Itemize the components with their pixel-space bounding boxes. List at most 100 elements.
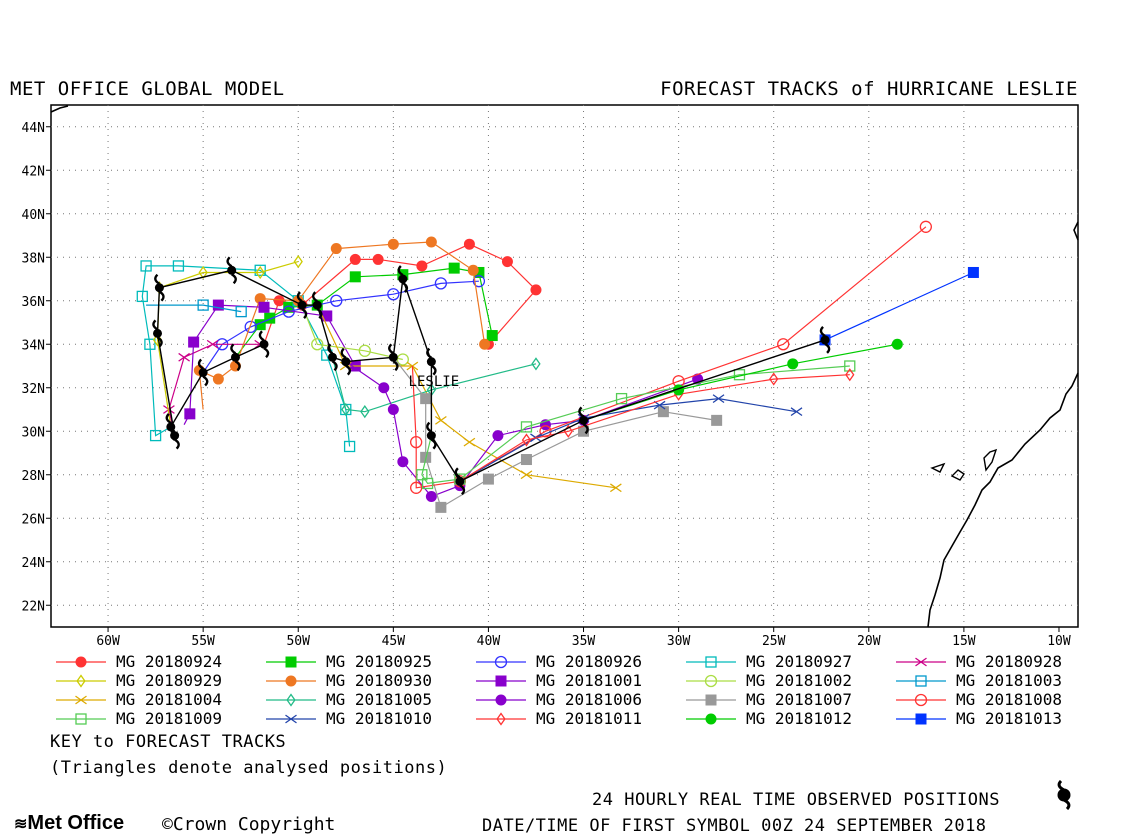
track-point: [486, 330, 498, 342]
legend-symbol: [915, 657, 927, 667]
forecast-track-series: [136, 260, 356, 453]
legend-symbol: [705, 713, 717, 725]
legend-symbol: [914, 693, 928, 707]
track-point: [378, 382, 390, 394]
hurricane-symbol-icon: [426, 421, 437, 450]
canary-island: [983, 448, 998, 472]
forecast-track-series: [193, 236, 491, 410]
forecast-track-line: [459, 374, 850, 482]
track-point: [777, 338, 790, 351]
legend-marker: [476, 694, 526, 706]
legend-symbol: [75, 656, 87, 668]
legend-symbol: [285, 714, 297, 724]
hurricane-symbol-icon: [311, 291, 323, 319]
hurricane-symbol-icon: [1057, 780, 1071, 810]
track-point: [235, 305, 247, 318]
track-point: [293, 254, 303, 269]
hurricane-symbol-icon: [454, 467, 466, 496]
key-note: (Triangles denote analysed positions): [50, 758, 448, 778]
track-point: [311, 338, 324, 351]
track-point: [330, 294, 343, 307]
track-point: [416, 469, 428, 481]
track-point: [463, 238, 475, 250]
track-point: [212, 299, 224, 311]
track-point: [479, 338, 491, 350]
track-point: [482, 473, 494, 485]
track-point: [416, 260, 428, 272]
legend-symbol: [705, 656, 717, 668]
track-point: [473, 266, 485, 278]
x-tick-label: 45W: [382, 634, 406, 649]
legend-marker: [266, 656, 316, 668]
track-point: [406, 361, 419, 371]
legend-marker: [56, 695, 106, 705]
track-point: [657, 406, 669, 418]
hurricane-symbol-icon: [154, 273, 165, 302]
track-point: [712, 394, 725, 404]
track-point: [255, 265, 265, 280]
legend-label: MG 20181003: [956, 671, 1062, 690]
y-tick-label: 32N: [22, 382, 45, 397]
legend-marker: [476, 655, 526, 669]
y-tick-label: 28N: [22, 469, 45, 484]
hurricane-symbol-icon: [197, 358, 209, 387]
track-point: [387, 238, 399, 250]
legend-marker: [896, 675, 946, 687]
track-point: [349, 253, 361, 265]
track-point: [397, 456, 409, 468]
legend-symbol: [915, 713, 927, 725]
forecast-track-line: [141, 265, 351, 447]
track-point: [463, 437, 476, 447]
track-point: [264, 312, 276, 324]
legend-symbol: [496, 712, 506, 726]
track-point: [206, 339, 219, 349]
track-point: [198, 265, 208, 280]
legend-label: MG 20180926: [536, 652, 642, 671]
legend-label: MG 20180924: [116, 652, 222, 671]
track-point: [360, 405, 370, 419]
track-point: [197, 299, 209, 311]
legend-symbol: [286, 693, 296, 707]
y-tick-label: 44N: [22, 121, 45, 136]
forecast-track-line: [459, 397, 797, 482]
legend-symbol: [495, 694, 507, 706]
track-point: [330, 243, 342, 255]
track-point: [520, 421, 533, 433]
legend-marker: [476, 675, 526, 687]
x-tick-label: 40W: [477, 634, 501, 649]
track-point: [144, 338, 156, 350]
track-point: [343, 440, 356, 453]
hurricane-symbol-icon: [819, 326, 831, 354]
observed-track: [152, 256, 831, 496]
track-point: [790, 407, 803, 417]
model-title: MET OFFICE GLOBAL MODEL: [10, 78, 285, 100]
track-point: [349, 271, 361, 283]
legend-symbol: [494, 655, 508, 669]
copyright-text: Crown Copyright: [172, 814, 336, 835]
legend-symbol: [285, 675, 297, 687]
track-point: [410, 481, 423, 494]
track-point: [520, 454, 532, 466]
hurricane-symbol-icon: [388, 343, 399, 372]
date-note: DATE/TIME OF FIRST SYMBOL 00Z 24 SEPTEMB…: [482, 816, 987, 836]
hurricane-symbol-icon: [340, 347, 352, 376]
copyright-icon: ©: [162, 814, 173, 835]
track-point: [341, 402, 351, 417]
track-point: [136, 290, 148, 303]
legend-label: MG 20181006: [536, 690, 642, 709]
plot-frame: [50, 104, 1079, 628]
x-tick-label: 35W: [572, 634, 596, 649]
legend-label: MG 20181002: [746, 671, 852, 690]
legend-label: MG 20180929: [116, 671, 222, 690]
y-tick-label: 34N: [22, 338, 45, 353]
track-point: [919, 220, 933, 233]
legend-marker: [896, 657, 946, 667]
track-point: [244, 320, 257, 334]
legend-label: MG 20181011: [536, 709, 642, 728]
legend-label: MG 20180928: [956, 652, 1062, 671]
legend-symbol: [75, 713, 87, 725]
legend-marker: [266, 714, 316, 724]
hurricane-symbol-icon: [426, 347, 437, 376]
legend-marker: [266, 693, 316, 707]
track-point: [501, 256, 513, 268]
